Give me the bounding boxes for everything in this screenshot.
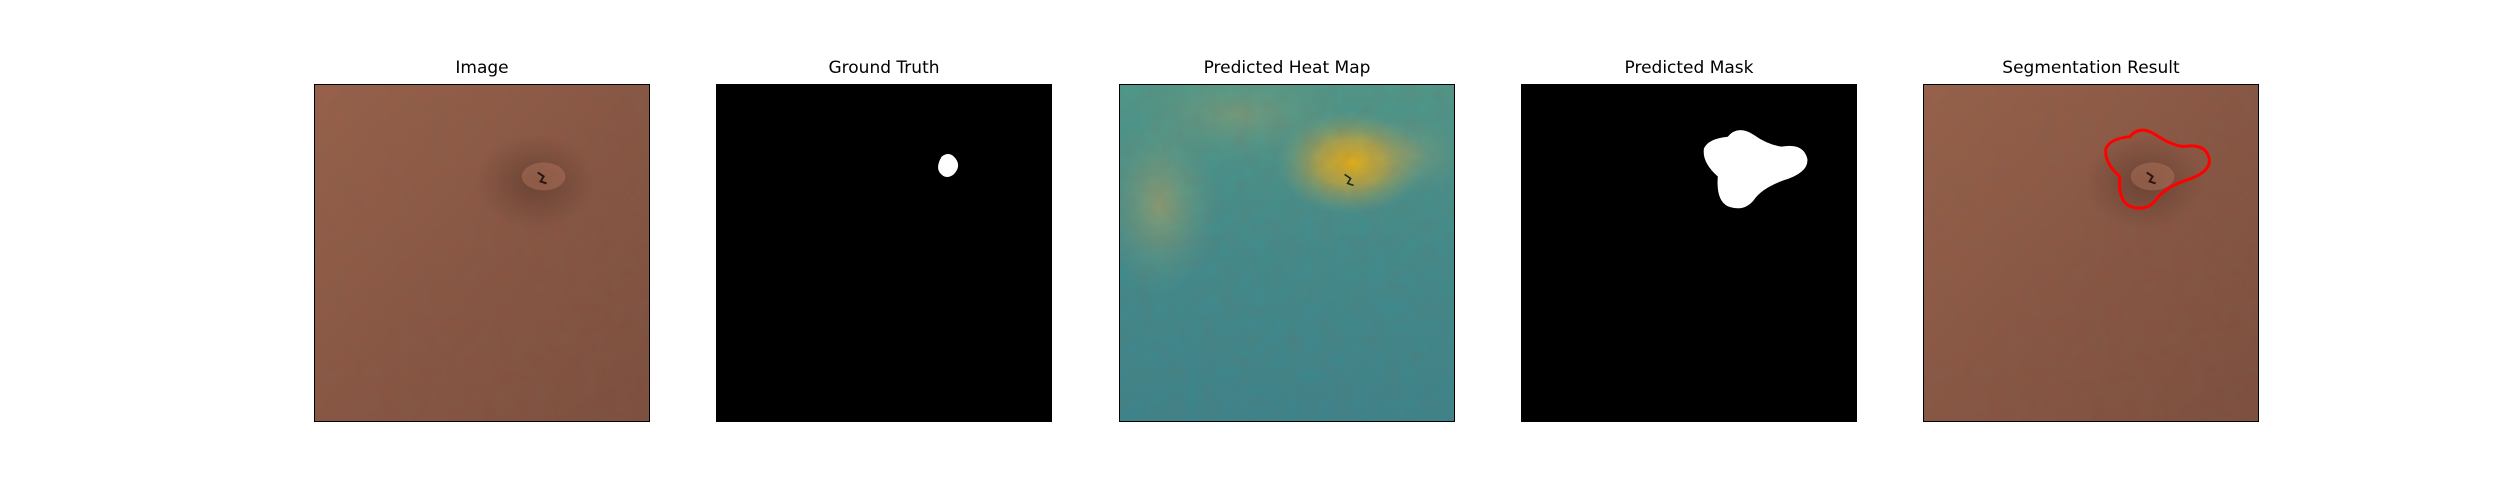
segmentation-result-image xyxy=(1924,85,2258,421)
panel-ground-truth: Ground Truth xyxy=(716,0,1052,500)
panel-image: Image xyxy=(314,0,650,500)
leather-image xyxy=(315,85,649,421)
defect-mark xyxy=(537,171,547,185)
ground-truth-mask xyxy=(717,85,1051,421)
panel-title-predicted-mask: Predicted Mask xyxy=(1624,58,1754,78)
ground-truth-frame xyxy=(716,84,1052,422)
segmentation-result-frame xyxy=(1923,84,2259,422)
heat-map xyxy=(1120,85,1454,421)
panel-predicted-mask: Predicted Mask xyxy=(1521,0,1857,500)
panel-segmentation-result: Segmentation Result xyxy=(1923,0,2259,500)
predicted-mask xyxy=(1522,85,1856,421)
heat-map-frame xyxy=(1119,84,1455,422)
panel-heat-map: Predicted Heat Map xyxy=(1119,0,1455,500)
panel-title-image: Image xyxy=(455,58,509,78)
predicted-mask-blob xyxy=(1703,130,1808,209)
ground-truth-blob xyxy=(938,154,959,178)
panel-title-heat-map: Predicted Heat Map xyxy=(1203,58,1371,78)
segmentation-contour xyxy=(2104,128,2211,210)
predicted-mask-frame xyxy=(1521,84,1857,422)
image-frame xyxy=(314,84,650,422)
panel-title-ground-truth: Ground Truth xyxy=(828,58,940,78)
panel-title-segmentation-result: Segmentation Result xyxy=(2002,58,2180,78)
